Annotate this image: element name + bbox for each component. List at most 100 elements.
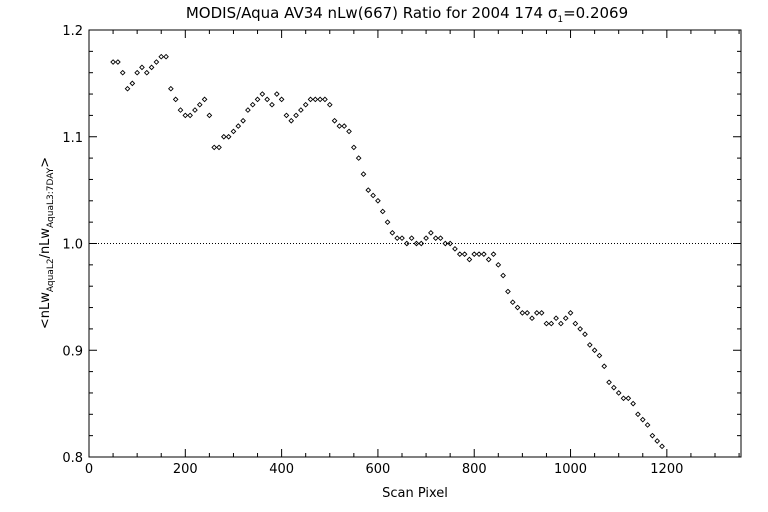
data-point <box>240 117 246 124</box>
y-tick-label: 1.0 <box>62 238 83 253</box>
data-point <box>370 192 376 199</box>
data-point <box>606 379 612 386</box>
data-point <box>615 390 622 396</box>
data-point <box>331 117 338 124</box>
data-point <box>110 59 116 65</box>
ylabel-mid: /nLw <box>38 228 53 259</box>
data-point <box>644 422 651 428</box>
data-point <box>509 299 516 306</box>
data-point <box>529 315 535 322</box>
data-point <box>466 256 473 263</box>
data-point <box>119 69 126 76</box>
data-point <box>273 91 280 97</box>
data-point <box>245 107 251 113</box>
y-tick-label: 0.8 <box>62 451 83 466</box>
data-point <box>196 101 203 108</box>
data-point <box>394 235 401 241</box>
data-point <box>611 384 617 391</box>
data-point <box>428 229 434 236</box>
data-point <box>519 310 526 316</box>
data-point <box>298 107 304 113</box>
data-point <box>249 101 256 108</box>
title-sigma-subscript: 1 <box>557 15 563 25</box>
ylabel-close: > <box>38 157 53 168</box>
data-point <box>413 240 420 247</box>
x-tick-label: 600 <box>366 462 391 477</box>
data-point <box>341 123 348 129</box>
data-point <box>461 251 468 258</box>
data-point <box>153 59 160 65</box>
chart-title: MODIS/Aqua AV34 nLw(667) Ratio for 2004 … <box>186 4 628 25</box>
data-point <box>254 96 261 103</box>
data-point <box>639 416 646 423</box>
data-point <box>577 326 584 332</box>
data-point <box>283 112 290 119</box>
data-point <box>403 240 410 247</box>
data-point <box>346 128 352 135</box>
data-point <box>572 320 579 327</box>
x-axis-ticks: 0 200 400 600 800 1000 1200 <box>85 30 740 477</box>
data-points <box>110 53 665 450</box>
data-point <box>481 251 487 258</box>
data-point <box>586 342 593 348</box>
data-point <box>124 85 131 92</box>
data-point <box>158 53 165 60</box>
data-point <box>201 96 208 103</box>
data-point <box>625 395 632 402</box>
data-point <box>216 144 222 151</box>
data-point <box>172 96 179 103</box>
data-point <box>360 171 367 177</box>
data-point <box>322 96 328 103</box>
data-point <box>302 101 309 108</box>
data-point <box>485 256 492 263</box>
data-point <box>259 91 266 97</box>
data-point <box>505 288 511 295</box>
data-point <box>220 133 227 140</box>
data-point <box>379 208 386 215</box>
x-tick-label: 1200 <box>650 462 683 477</box>
x-tick-label: 0 <box>85 462 93 477</box>
data-point <box>163 53 169 60</box>
x-tick-label: 1000 <box>554 462 587 477</box>
data-point <box>582 331 588 338</box>
data-point <box>452 246 458 252</box>
data-point <box>432 235 439 241</box>
data-point <box>293 112 299 119</box>
data-point <box>567 310 574 316</box>
data-point <box>471 251 478 258</box>
data-point <box>192 107 198 113</box>
data-point <box>418 240 425 247</box>
data-point <box>269 101 275 108</box>
title-prefix: MODIS/Aqua AV34 nLw(667) Ratio for 2004 … <box>186 4 548 22</box>
data-point <box>495 262 502 268</box>
data-point <box>143 69 150 76</box>
data-point <box>375 197 381 204</box>
y-tick-label: 1.1 <box>62 131 83 146</box>
data-point <box>230 128 237 135</box>
ylabel-denominator-subscript: AquaL3:7DAY <box>46 167 56 228</box>
data-point <box>620 395 627 402</box>
data-point <box>558 320 564 327</box>
data-point <box>649 432 656 439</box>
data-point <box>211 144 218 151</box>
y-axis-ticks: 0.8 0.9 1.0 1.1 1.2 <box>62 24 741 466</box>
data-point <box>553 315 559 322</box>
x-tick-label: 200 <box>173 462 198 477</box>
y-tick-label: 0.9 <box>62 344 83 359</box>
data-point <box>278 96 285 103</box>
data-point <box>601 363 608 370</box>
data-point <box>596 352 603 359</box>
data-point <box>206 112 213 119</box>
x-axis-label: Scan Pixel <box>382 486 448 501</box>
data-point <box>182 112 189 119</box>
data-point <box>490 251 497 258</box>
data-point <box>514 304 521 311</box>
ylabel-numerator-subscript: AquaL2 <box>46 258 56 292</box>
data-point <box>389 229 396 236</box>
data-point <box>365 187 372 193</box>
data-point <box>134 69 140 76</box>
data-point <box>355 155 362 161</box>
data-point <box>307 96 314 103</box>
